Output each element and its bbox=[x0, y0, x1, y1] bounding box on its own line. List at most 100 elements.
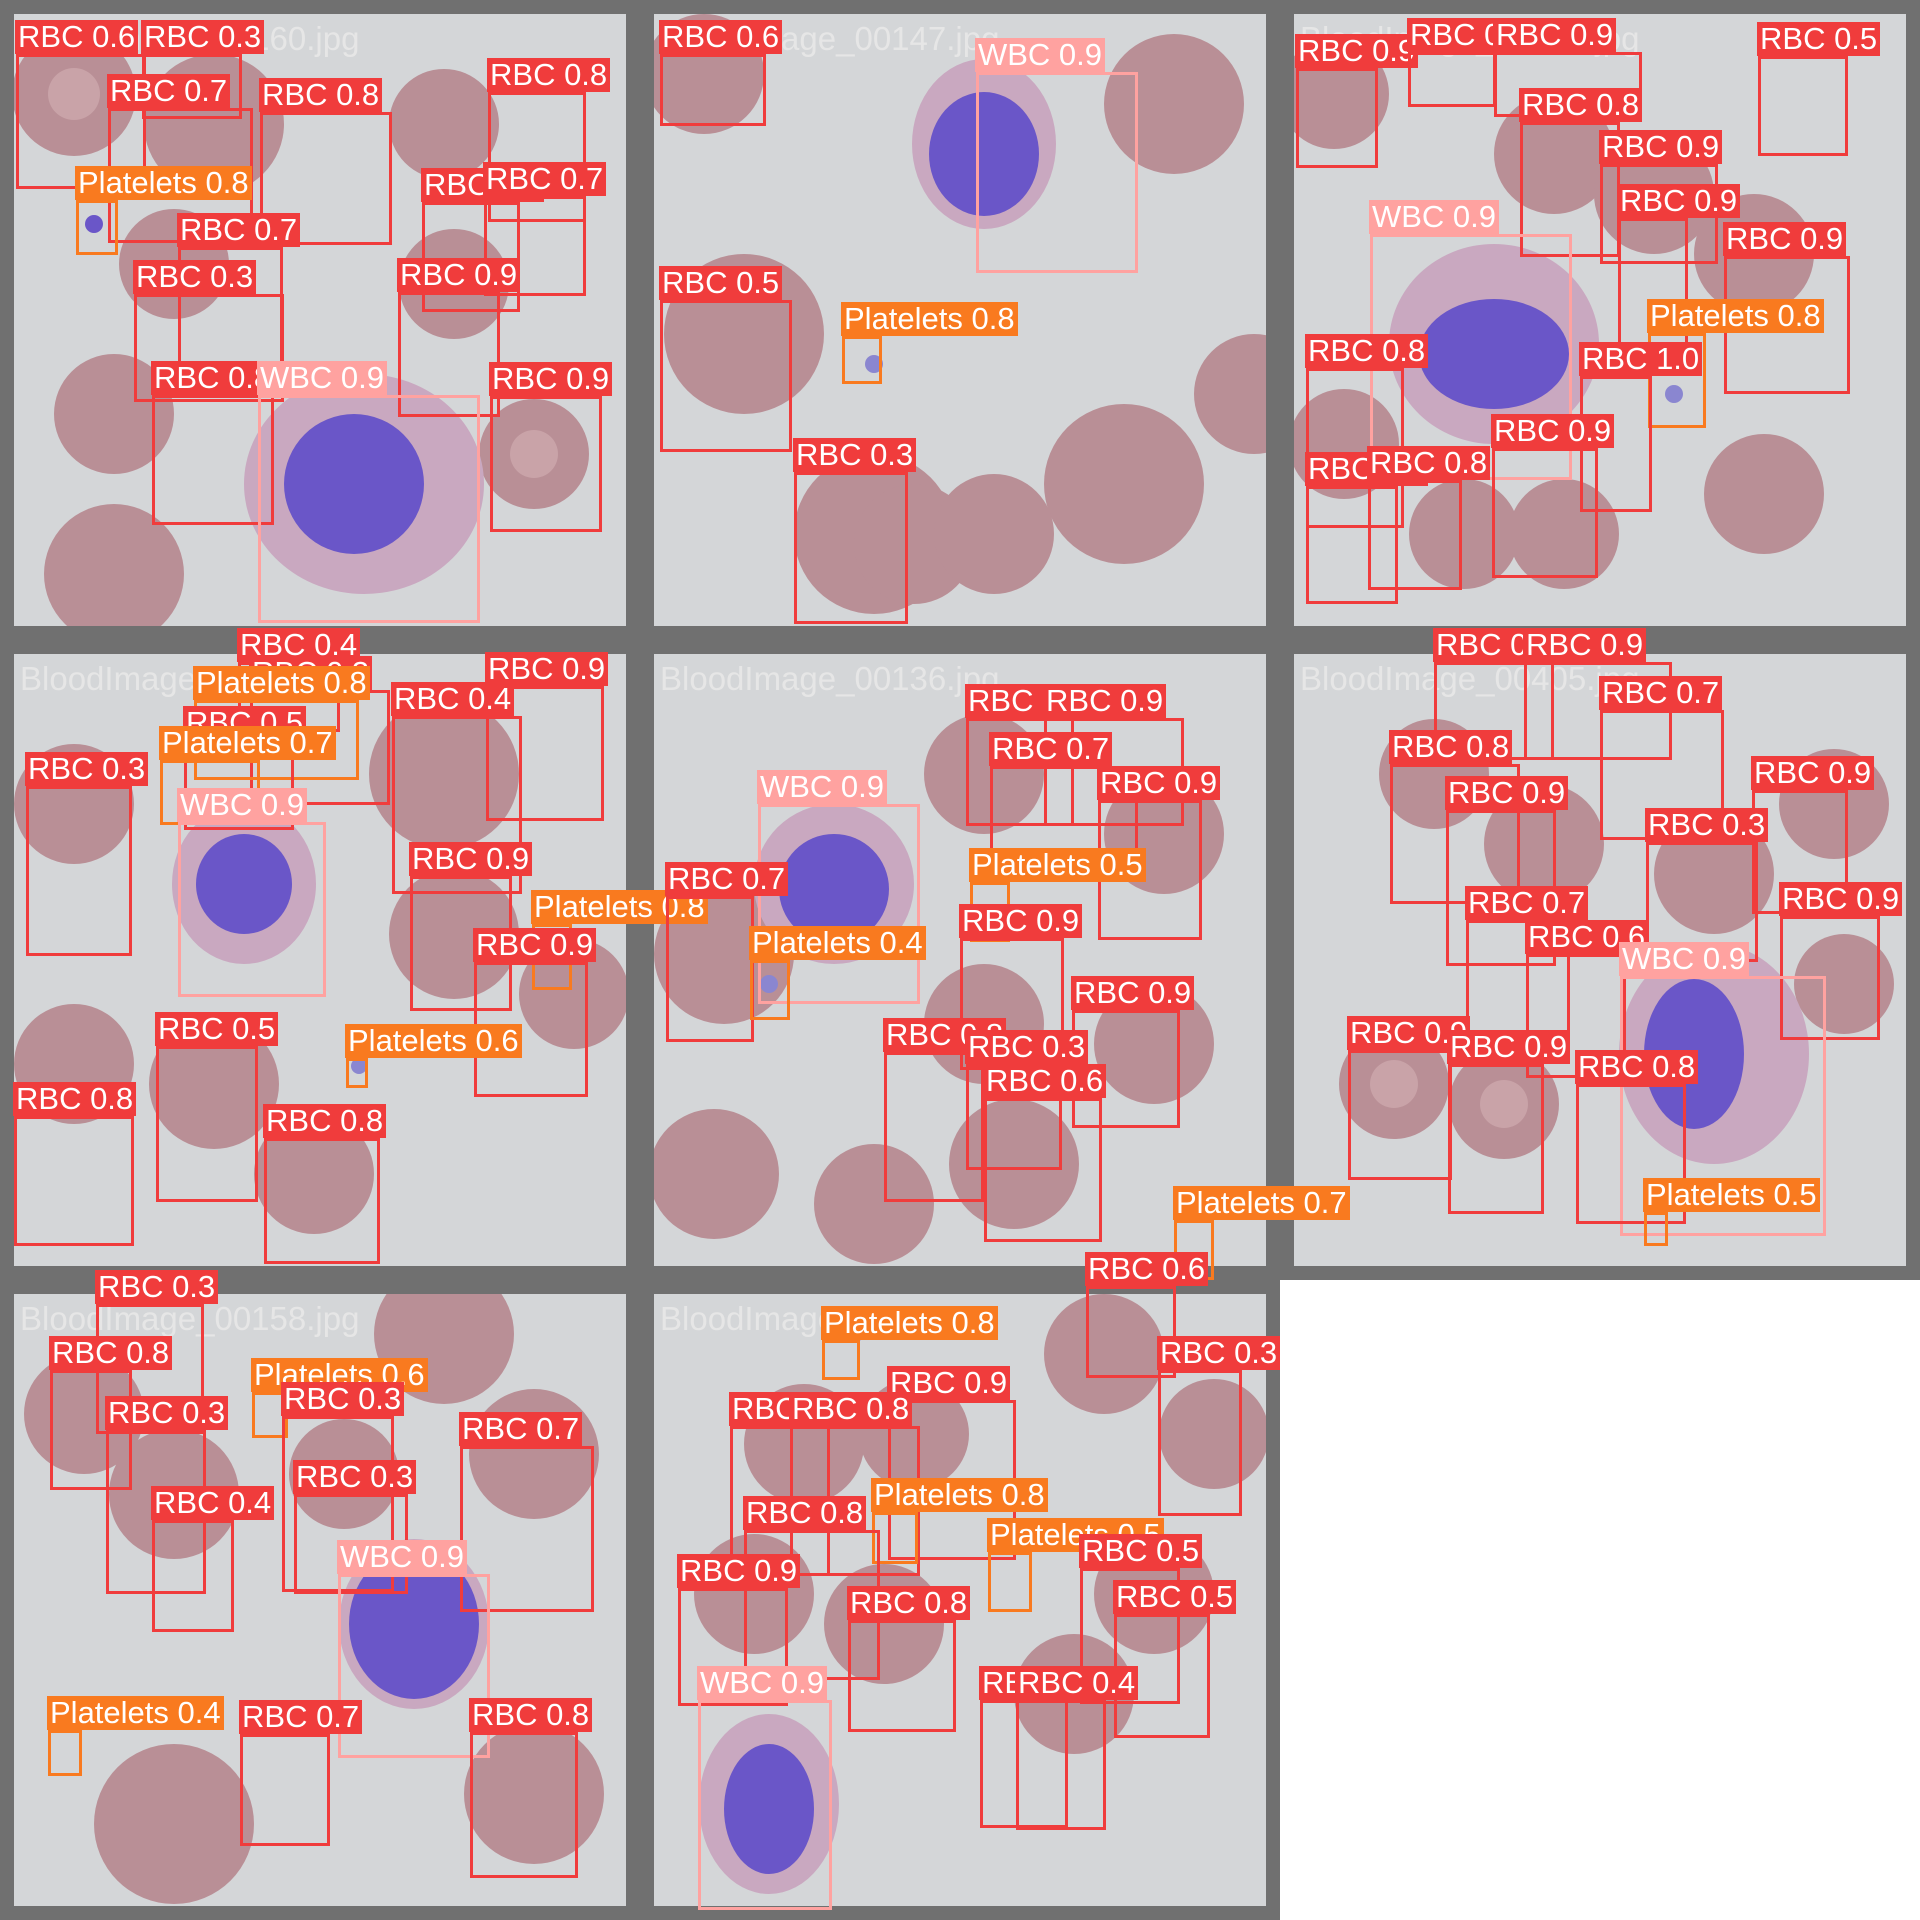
detection-label: RBC 0.3 bbox=[293, 1460, 417, 1494]
rbc-detection-box: RBC 0.5 bbox=[1079, 1534, 1203, 1704]
detection-label: RBC 0.9 bbox=[1617, 184, 1741, 218]
bounding-box bbox=[392, 716, 522, 894]
rbc-detection-box: RBC 1.0 bbox=[1579, 342, 1703, 512]
detection-label: RBC 0.9 bbox=[1043, 684, 1167, 718]
bounding-box bbox=[848, 1620, 956, 1732]
bounding-box bbox=[470, 1732, 578, 1878]
detection-label: RBC 0.6 bbox=[1085, 1252, 1209, 1286]
image-filename: BloodImage_00136.jpg bbox=[660, 660, 1000, 697]
bounding-box bbox=[1080, 1568, 1180, 1704]
bounding-box bbox=[1306, 486, 1398, 604]
detection-label: RBC 0.8 bbox=[469, 1698, 593, 1732]
detection-label: RBC 0.8 bbox=[789, 1392, 913, 1426]
platelets-detection-box: Platelets 0.4 bbox=[749, 926, 926, 1020]
detection-label: Platelets 0.8 bbox=[193, 666, 370, 700]
detection-label: Platelets 0.8 bbox=[1647, 299, 1824, 333]
detection-label: WBC 0.9 bbox=[1369, 200, 1500, 234]
platelets-detection-box: Platelets 0.8 bbox=[75, 166, 252, 255]
rbc-detection-box: RBC 0.8 bbox=[1519, 88, 1643, 257]
bounding-box bbox=[48, 1730, 82, 1776]
bounding-box bbox=[156, 1046, 258, 1202]
detection-label: RBC 0.3 bbox=[25, 752, 149, 786]
rbc-detection-box: RBC 0.9 bbox=[1491, 414, 1615, 578]
platelets-detection-box: Platelets 0.7 bbox=[159, 726, 336, 825]
detection-label: WBC 0.9 bbox=[177, 788, 308, 822]
rbc-detection-box: RBC 0.9 bbox=[421, 168, 545, 312]
detection-label: RBC 0.9 bbox=[1071, 976, 1195, 1010]
bounding-box bbox=[984, 1098, 1102, 1242]
detection-label: RBC 0.9 bbox=[1523, 628, 1647, 662]
bounding-box bbox=[750, 960, 790, 1020]
detection-label: RBC 0.7 bbox=[459, 1412, 583, 1446]
rbc-detection-box: RBC 0.9 bbox=[1617, 184, 1741, 358]
rbc-detection-box: RBC 0.9 bbox=[1071, 976, 1195, 1128]
detection-label: RBC 0.8 bbox=[487, 58, 611, 92]
detection-label: RBC 0.9 bbox=[1097, 766, 1221, 800]
detection-label: RBC 0.9 bbox=[489, 362, 613, 396]
bounding-box bbox=[1348, 1050, 1452, 1180]
wbc-detection-box: WBC 0.9 bbox=[1619, 942, 1826, 1236]
rbc-detection-box: RBC 0.9 bbox=[1779, 882, 1903, 1040]
detection-label: RBC 0.5 bbox=[659, 266, 783, 300]
bounding-box bbox=[152, 395, 274, 525]
rbc-detection-box: RBC 0.9 bbox=[1493, 18, 1642, 117]
detection-label: RBC 0.7 bbox=[483, 162, 607, 196]
rbc-detection-box: RBC 0.7 bbox=[1465, 886, 1589, 1050]
detection-label: RBC 0.8 bbox=[1389, 730, 1513, 764]
detection-label: RBC 0.7 bbox=[177, 213, 301, 247]
detection-label: RBC 0.8 bbox=[1575, 1050, 1699, 1084]
rbc-detection-box: RBC 0.6 bbox=[1525, 920, 1649, 1078]
detection-label: RBC 0.4 bbox=[151, 1486, 275, 1520]
bounding-box bbox=[872, 1512, 918, 1564]
bounding-box bbox=[976, 72, 1138, 273]
rbc-detection-box: RBC 0.9 bbox=[1751, 756, 1875, 914]
bounding-box bbox=[152, 1520, 234, 1632]
detection-label: Platelets 0.6 bbox=[345, 1024, 522, 1058]
rbc-detection-box: RBC 0.6 bbox=[983, 1064, 1107, 1242]
detection-label: RBC 0.3 bbox=[105, 1396, 229, 1430]
detection-label: RBC 0.7 bbox=[239, 1700, 363, 1734]
rbc-detection-box: RBC 0.9 bbox=[677, 1554, 801, 1706]
rbc-detection-box: RBC 0.7 bbox=[665, 862, 789, 1042]
rbc-detection-box: RBC 0.9 bbox=[1043, 684, 1184, 826]
bounding-box bbox=[1492, 448, 1598, 578]
detection-label: Platelets 0.7 bbox=[159, 726, 336, 760]
detection-label: RBC 0.7 bbox=[665, 862, 789, 896]
bounding-box bbox=[794, 472, 908, 624]
rbc-detection-box: RBC 0.4 bbox=[391, 682, 522, 894]
detection-label: RBC 0.6 bbox=[15, 20, 139, 54]
detection-label: RBC 0.9 bbox=[485, 652, 609, 686]
detection-label: RBC 0.9 bbox=[473, 928, 597, 962]
detection-label: RBC 0.3 bbox=[965, 1030, 1089, 1064]
bounding-box bbox=[422, 202, 520, 312]
bounding-box bbox=[660, 300, 792, 452]
rbc-detection-box: RBC 0.3 bbox=[1645, 808, 1769, 962]
rbc-detection-box: RBC 0.8 bbox=[13, 1082, 137, 1246]
detection-label: Platelets 0.4 bbox=[749, 926, 926, 960]
bounding-box bbox=[988, 1552, 1032, 1612]
detection-label: RBC 0.8 bbox=[49, 1336, 173, 1370]
detection-label: RBC 0.9 bbox=[1295, 34, 1419, 68]
detection-label: RBC 0.8 bbox=[263, 1104, 387, 1138]
bounding-box bbox=[678, 1588, 788, 1706]
bounding-box bbox=[1368, 480, 1462, 590]
rbc-detection-box: RBC 0.6 bbox=[1085, 1252, 1209, 1378]
detection-label: WBC 0.9 bbox=[697, 1666, 828, 1700]
detection-label: RBC 0.8 bbox=[259, 78, 383, 112]
detection-label: RBC 0.8 bbox=[1519, 88, 1643, 122]
rbc-detection-box: RBC 0.5 bbox=[659, 266, 792, 452]
detection-label: RBC 0.8 bbox=[13, 1082, 137, 1116]
detection-label: RBC 0.9 bbox=[1493, 18, 1617, 52]
bounding-box bbox=[260, 112, 392, 245]
detection-label: WBC 0.9 bbox=[757, 770, 888, 804]
bounding-box bbox=[1758, 56, 1848, 156]
bounding-box bbox=[486, 686, 604, 821]
image-filename: BloodImage_00405.jpg bbox=[1300, 660, 1640, 697]
platelets-detection-box: Platelets 0.7 bbox=[1173, 1186, 1350, 1280]
detection-label: RBC 0.9 bbox=[1723, 222, 1847, 256]
rbc-detection-box: RBC 0.9 bbox=[397, 258, 521, 417]
detection-label: RBC 0.8 bbox=[1367, 446, 1491, 480]
detection-label: RBC 0.9 bbox=[1447, 1030, 1571, 1064]
detection-label: RBC 0.8 bbox=[743, 1496, 867, 1530]
